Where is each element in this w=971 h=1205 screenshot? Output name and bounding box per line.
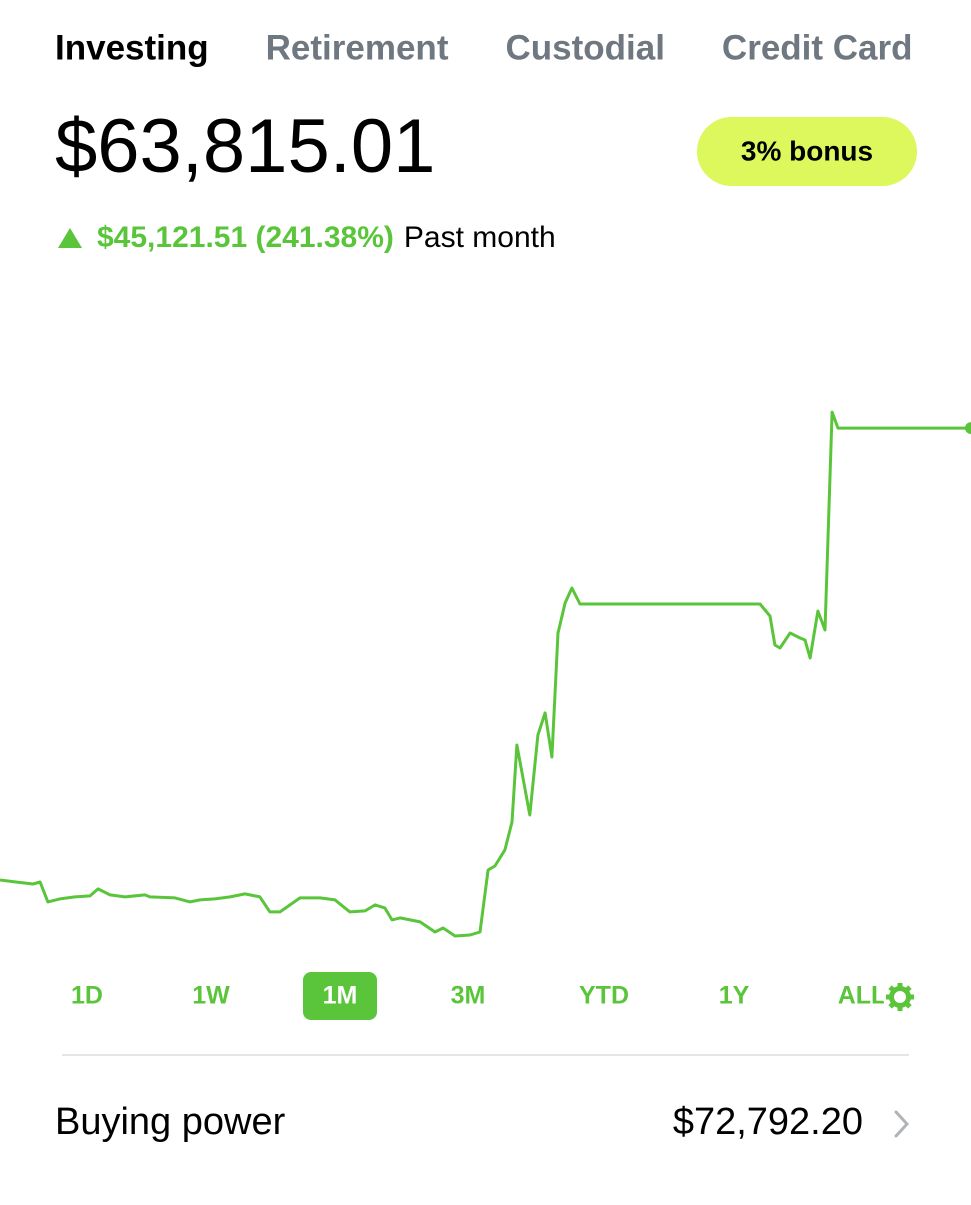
tab[interactable]: Investing bbox=[55, 28, 209, 67]
change-amount: $45,121.51 (241.38%) bbox=[97, 221, 394, 254]
settings-gear[interactable] bbox=[886, 983, 914, 1011]
change-period: Past month bbox=[404, 221, 556, 254]
tab-bar: Investing Retirement Custodial Credit Card bbox=[55, 28, 913, 67]
range-selector: 1D 1W 1M 3M YTD 1Y ALL bbox=[71, 972, 917, 1020]
range-selected-bg[interactable] bbox=[303, 972, 377, 1020]
range-button[interactable]: ALL bbox=[838, 982, 887, 1010]
price-line bbox=[0, 410, 971, 938]
range-button[interactable]: 1D bbox=[71, 982, 103, 1010]
gear-ring bbox=[889, 986, 911, 1008]
range-button[interactable]: 3M bbox=[451, 982, 486, 1010]
range-button[interactable]: 1Y bbox=[719, 982, 750, 1010]
end-dot bbox=[965, 422, 971, 435]
tab[interactable]: Credit Card bbox=[722, 28, 913, 67]
tab[interactable]: Custodial bbox=[505, 28, 664, 67]
bonus-label[interactable]: 3% bonus bbox=[741, 135, 873, 166]
buying-power-value[interactable]: $72,792.20 bbox=[673, 1101, 863, 1143]
chart bbox=[0, 410, 971, 938]
range-button[interactable]: 1M bbox=[323, 982, 358, 1010]
bonus-pill[interactable] bbox=[697, 117, 917, 186]
up-arrow bbox=[58, 228, 82, 248]
tab[interactable]: Retirement bbox=[266, 28, 449, 67]
balance: $63,815.01 bbox=[55, 104, 435, 189]
range-button[interactable]: YTD bbox=[579, 982, 629, 1010]
range-button[interactable]: 1W bbox=[192, 982, 230, 1010]
buying-power-label[interactable]: Buying power bbox=[55, 1101, 286, 1143]
chevron[interactable] bbox=[894, 1110, 910, 1138]
